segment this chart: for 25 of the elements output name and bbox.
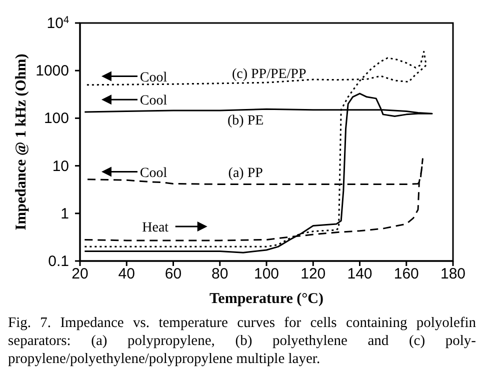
annotation: Cool — [140, 94, 168, 109]
y-axis-title: Impedance @ 1 kHz (Ohm) — [13, 54, 30, 230]
x-tick-label: 140 — [347, 266, 372, 283]
annotation: Cool — [140, 70, 168, 86]
y-tick-label: 10$^{4}$ — [46, 14, 70, 32]
y-tick-label: 1 — [60, 205, 69, 222]
x-tick-label: 100 — [254, 266, 280, 283]
x-tick-label: 20 — [72, 266, 88, 283]
annotation: Heat — [142, 220, 169, 236]
annotation: (c) PP/PE/PP — [232, 67, 306, 82]
caption: Fig. 7. Impedance vs. temperature curves for cells containing polyolefin separators: (a) polypropylene, (b) polyethylene and (c) poly-propylene/polyethylene/polypropylene multiple layer. — [8, 314, 476, 368]
x-tick-label: 180 — [440, 266, 466, 283]
x-tick-label: 60 — [164, 266, 182, 283]
annotation: Cool — [140, 166, 168, 181]
y-tick-label: 0.1 — [48, 253, 69, 270]
x-tick-label: 160 — [394, 266, 419, 283]
annotation: (a) PP — [228, 166, 264, 181]
x-tick-label: 120 — [300, 266, 326, 283]
x-tick-label: 40 — [118, 266, 135, 283]
x-axis-title: Temperature (°C) — [210, 291, 324, 307]
annotation: (b) PE — [228, 113, 264, 128]
y-tick-label: 100 — [44, 110, 69, 128]
y-tick-label: 10 — [52, 158, 69, 175]
x-tick-label: 80 — [212, 266, 228, 283]
y-tick-label: 1000 — [36, 62, 69, 80]
